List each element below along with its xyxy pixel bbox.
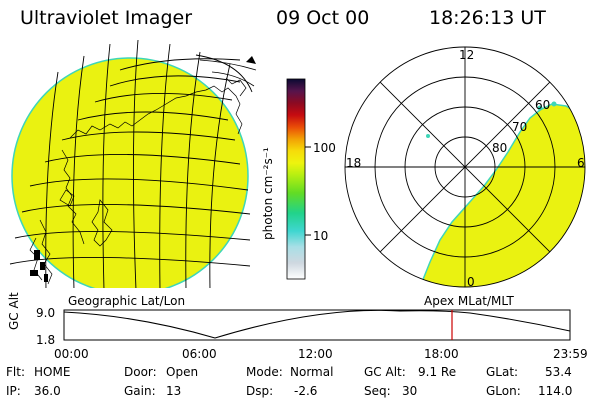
instrument-title: Ultraviolet Imager [20,7,193,29]
seq-label: Seq: [364,384,391,398]
mlt-label-12: 12 [459,48,475,62]
colorbar-tick-100: 100 [313,141,336,155]
sub-satellite-point [246,56,256,64]
glat-value: 53.4 [545,365,572,379]
door-label: Door: [124,365,157,379]
mode-value: Normal [290,365,334,379]
mlt-label-0: 0 [467,275,475,289]
gc-alt-xtick: 18:00 [424,347,459,361]
time-label: 18:26:13 UT [429,7,546,29]
gc-alt-xtick: 06:00 [182,347,217,361]
gc-alt-xtick: 12:00 [298,347,333,361]
door-value: Open [166,365,199,379]
flt-value: HOME [34,365,71,379]
dsp-value: -2.6 [294,384,318,398]
ip-label: IP: [6,384,21,398]
auroral-emission [418,103,585,287]
gc-alt-status-value: 9.1 Re [418,365,457,379]
seq-value: 30 [402,384,418,398]
apex-polar-panel [344,46,586,288]
glon-label: GLon: [486,384,521,398]
geographic-map-panel [9,39,257,288]
color-bar [286,78,311,280]
mlat-label-70: 70 [512,120,528,134]
gc-alt-ytick-bottom: 1.8 [36,333,56,347]
gc-alt-xtick: 23:59 [553,347,588,361]
colorbar-unit-label: photon cm⁻²s⁻¹ [261,147,275,240]
gc-alt-status-label: GC Alt: [364,365,406,379]
mlat-label-80: 80 [492,141,508,155]
colorbar-tick-10: 10 [313,229,329,243]
polar-grid [344,46,586,288]
date-label: 09 Oct 00 [276,7,370,29]
gc-alt-ylabel: GC Alt [7,292,21,330]
dsp-label: Dsp: [246,384,274,398]
mlat-label-60: 60 [535,98,551,112]
glon-value: 114.0 [538,384,573,398]
glat-label: GLat: [486,365,519,379]
gc-alt-ytick-top: 9.0 [36,306,56,320]
mode-label: Mode: [246,365,283,379]
mlt-label-6: 6 [577,156,585,170]
gain-value: 13 [166,384,182,398]
gc-alt-xtick: 00:00 [54,347,89,361]
flt-label: Flt: [6,365,25,379]
earth-disk [11,57,249,288]
mlt-label-18: 18 [346,156,362,170]
geographic-caption: Geographic Lat/Lon [68,294,186,308]
coast-fragments [30,250,48,282]
gain-label: Gain: [124,384,156,398]
ip-value: 36.0 [34,384,61,398]
lat-lon-grid [9,39,253,288]
apex-caption: Apex MLat/MLT [424,294,514,308]
gc-alt-plot [63,309,571,341]
